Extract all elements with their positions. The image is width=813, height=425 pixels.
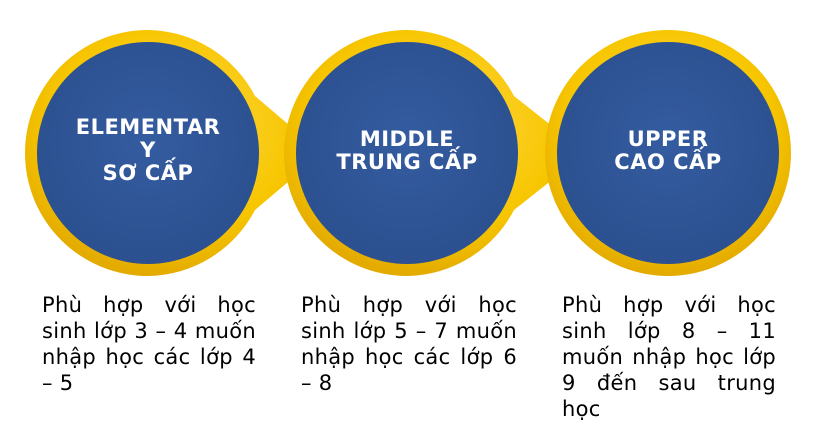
stage-1-circle (37, 42, 259, 264)
stage-3-circle (557, 42, 779, 264)
stage-2-ring (284, 30, 586, 276)
stage-3-description: Phù hợp với học sinh lớp 8 – 11 muốn nhậ… (562, 293, 776, 421)
stage-1-ring (25, 30, 322, 276)
stage-3-title: UPPER CAO CẤP (614, 127, 722, 174)
stage-2-circle (296, 42, 518, 264)
stage-2-description: Phù hợp với học sinh lớp 5 – 7 muốn nhập… (301, 293, 517, 395)
stage-1-title: ELEMENTAR Y SƠ CẤP (75, 115, 221, 185)
stage-3-ring (545, 30, 791, 276)
stage-1-description: Phù hợp với học sinh lớp 3 – 4 muốn nhập… (42, 293, 256, 395)
stage-circles-graphic (25, 30, 791, 276)
stage-2-title: MIDDLE TRUNG CẤP (336, 127, 478, 174)
